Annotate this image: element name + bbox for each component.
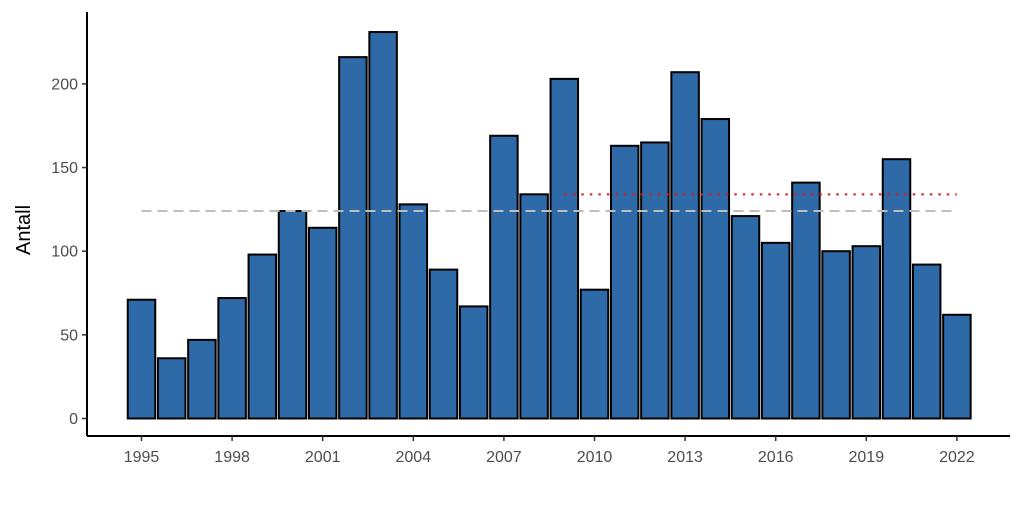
y-tick-label: 0 <box>69 411 78 428</box>
bar-2005 <box>428 268 459 420</box>
bar-1996 <box>156 357 187 420</box>
bar-2018 <box>821 250 851 420</box>
y-tick-label: 50 <box>60 327 78 344</box>
bar-2017 <box>791 181 821 420</box>
bars-group <box>126 31 972 420</box>
bar-2021 <box>911 263 942 420</box>
x-tick-label: 2019 <box>849 449 885 466</box>
bar-2000 <box>277 210 308 420</box>
bar-2016 <box>760 241 791 420</box>
bar-2004 <box>398 203 429 420</box>
bar-2006 <box>458 305 489 420</box>
y-tick-label: 100 <box>51 244 78 261</box>
x-tick-label: 2022 <box>939 449 975 466</box>
reference-lines-group <box>141 193 957 213</box>
bar-2003 <box>368 31 398 420</box>
y-tick-label: 150 <box>51 160 78 177</box>
x-tick-label: 2007 <box>486 449 522 466</box>
x-tick-label: 2016 <box>758 449 794 466</box>
bar-2010 <box>579 288 610 420</box>
x-ticks-group: 1995 1998 2001 2004 2007 2010 2013 2016 2019 2022 <box>124 436 975 466</box>
bar-2020 <box>881 158 912 420</box>
x-tick-label: 2010 <box>577 449 613 466</box>
bar-2007 <box>489 134 519 420</box>
bar-2001 <box>307 226 338 420</box>
bar-1995 <box>126 298 157 420</box>
bar-2022 <box>942 313 972 420</box>
bar-1997 <box>187 338 217 420</box>
y-tick-label: 200 <box>51 76 78 93</box>
bar-2015 <box>730 215 761 420</box>
bar-2013 <box>670 71 700 420</box>
x-tick-label: 2004 <box>396 449 432 466</box>
bar-2011 <box>609 144 640 420</box>
bar-2002 <box>338 56 368 420</box>
bar-2009 <box>549 77 580 420</box>
bar-2014 <box>700 118 731 420</box>
x-tick-label: 1995 <box>124 449 160 466</box>
bar-1998 <box>217 297 247 420</box>
bar-1999 <box>247 253 278 420</box>
x-tick-label: 2001 <box>305 449 341 466</box>
x-tick-label: 1998 <box>214 449 250 466</box>
y-axis-title: Antall <box>13 205 35 255</box>
axes-group <box>86 12 1010 437</box>
y-ticks-group: 0 50 100 150 200 <box>51 76 87 428</box>
bar-2019 <box>851 245 882 420</box>
x-tick-label: 2013 <box>667 449 703 466</box>
bar-2008 <box>519 193 549 420</box>
bar-2012 <box>640 141 670 420</box>
